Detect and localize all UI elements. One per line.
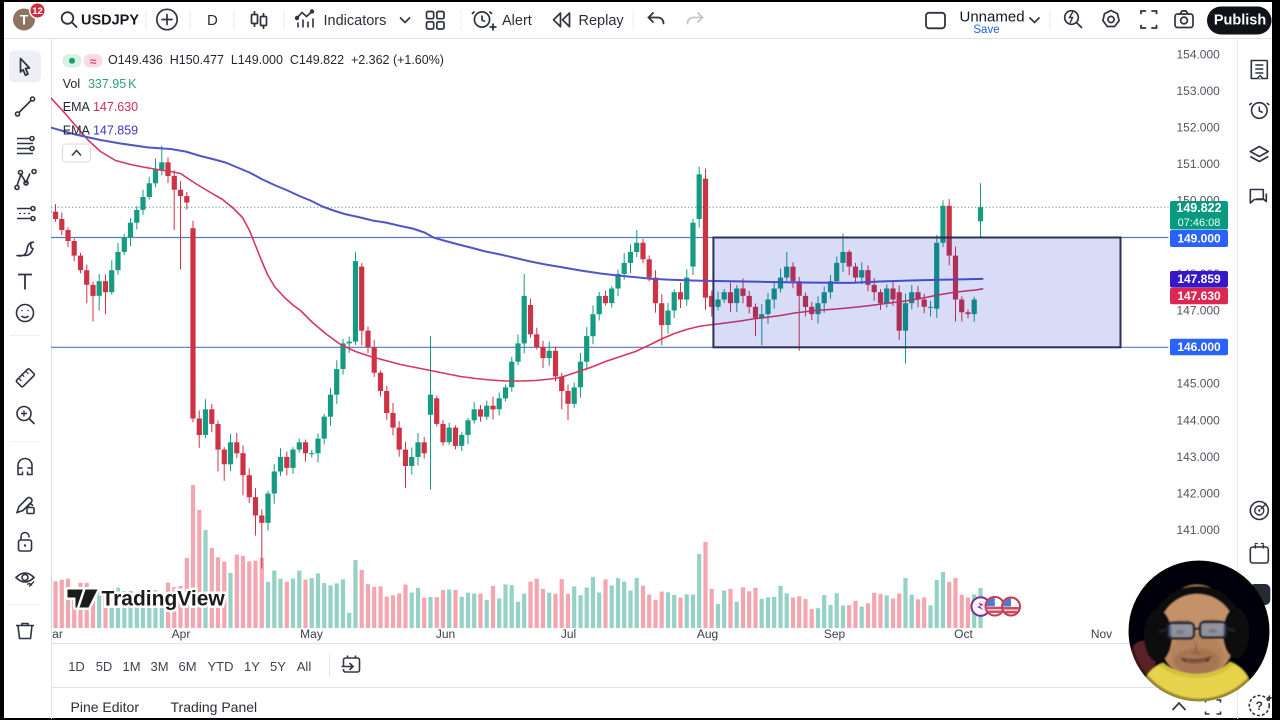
svg-text:Jul: Jul: [560, 626, 575, 640]
svg-text:≈: ≈: [89, 54, 96, 68]
svg-text:337.95K: 337.95 K: [87, 77, 136, 91]
svg-text:Vol: Vol: [62, 77, 79, 91]
svg-text:Unnamed: Unnamed: [960, 9, 1025, 26]
svg-text:145.000: 145.000: [1176, 376, 1220, 390]
svg-text:6M: 6M: [178, 659, 196, 674]
svg-text:153.000: 153.000: [1176, 83, 1220, 97]
svg-text:142.000: 142.000: [1176, 486, 1220, 500]
svg-text:May: May: [300, 626, 323, 640]
svg-text:1M: 1M: [122, 659, 140, 674]
svg-text:144.000: 144.000: [1176, 413, 1220, 427]
svg-text:Apr: Apr: [171, 626, 190, 640]
svg-text:143.000: 143.000: [1176, 449, 1220, 463]
svg-text:Trading Panel: Trading Panel: [170, 699, 257, 715]
svg-text:152.000: 152.000: [1176, 120, 1220, 134]
svg-text:146.000: 146.000: [1177, 340, 1221, 354]
svg-text:Nov: Nov: [1090, 626, 1111, 640]
svg-text:Save: Save: [973, 24, 999, 36]
svg-text:Oct: Oct: [954, 626, 973, 640]
svg-text:149.000: 149.000: [1177, 231, 1221, 245]
svg-text:154.000: 154.000: [1176, 47, 1220, 61]
svg-text:All: All: [296, 659, 311, 674]
svg-text:Aug: Aug: [696, 626, 717, 640]
svg-text:141.000: 141.000: [1176, 523, 1220, 537]
svg-text:Jun: Jun: [435, 626, 454, 640]
svg-text:151.000: 151.000: [1176, 157, 1220, 171]
svg-text:147.630: 147.630: [1177, 289, 1221, 303]
svg-text:EMA: EMA: [62, 123, 90, 137]
svg-text:USDJPY: USDJPY: [81, 13, 139, 29]
svg-text:1Y: 1Y: [244, 659, 260, 674]
svg-text:147.000: 147.000: [1176, 303, 1220, 317]
svg-text:149.822: 149.822: [1176, 201, 1221, 215]
svg-text:Publish: Publish: [1214, 13, 1266, 29]
svg-text:YTD: YTD: [207, 659, 233, 674]
svg-text:147.859: 147.859: [92, 123, 137, 137]
svg-text:Pine Editor: Pine Editor: [70, 699, 139, 715]
svg-text:12: 12: [32, 6, 43, 17]
svg-text:ar: ar: [52, 626, 63, 640]
svg-text:O149.436 H150.477 L149.000: O149.436 H150.477 L149.000 C149.822 +2.3…: [107, 53, 443, 67]
svg-text:147.859: 147.859: [1177, 272, 1221, 286]
svg-text:Alert: Alert: [502, 13, 532, 29]
svg-text:1D: 1D: [68, 659, 85, 674]
svg-text:5Y: 5Y: [270, 659, 286, 674]
svg-text:5D: 5D: [95, 659, 112, 674]
svg-text:147.630: 147.630: [92, 100, 137, 114]
svg-text:Indicators: Indicators: [324, 13, 387, 29]
svg-text:TradingView: TradingView: [101, 587, 225, 610]
svg-text:EMA: EMA: [62, 100, 90, 114]
svg-text:07:46:08: 07:46:08: [1177, 217, 1220, 229]
svg-text:3M: 3M: [150, 659, 168, 674]
svg-text:D: D: [207, 12, 218, 29]
svg-text:T: T: [20, 12, 29, 28]
svg-text:Replay: Replay: [579, 13, 625, 29]
svg-text:Sep: Sep: [823, 626, 845, 640]
svg-text:?: ?: [1255, 699, 1262, 713]
